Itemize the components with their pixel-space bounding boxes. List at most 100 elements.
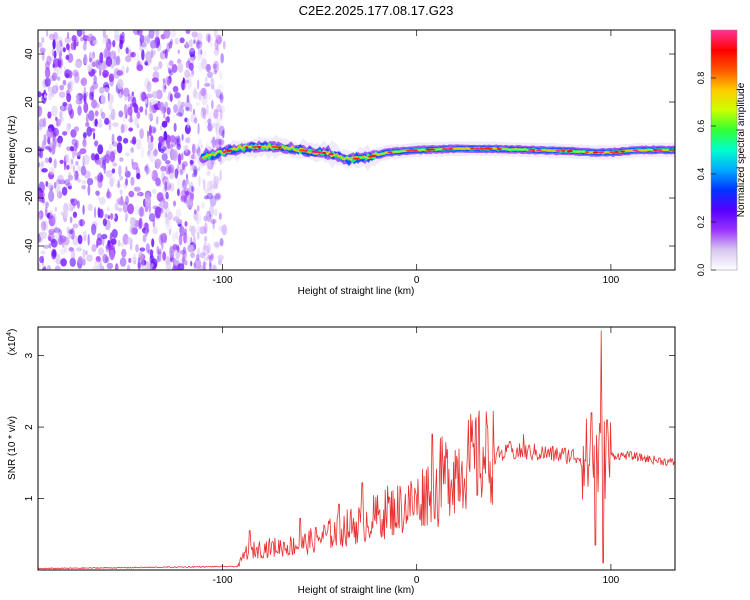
noise-blob bbox=[201, 112, 206, 118]
noise-blob bbox=[155, 116, 159, 125]
noise-blob bbox=[175, 208, 182, 218]
ridge-peak bbox=[483, 147, 489, 150]
noise-blob bbox=[46, 265, 52, 270]
noise-blob bbox=[190, 113, 197, 124]
noise-blob bbox=[191, 69, 195, 76]
noise-blob bbox=[193, 262, 196, 270]
ridge-peak bbox=[584, 151, 590, 154]
noise-blob bbox=[65, 103, 73, 112]
ridge-peak bbox=[245, 146, 249, 149]
noise-blob bbox=[207, 214, 213, 219]
noise-blob bbox=[139, 91, 145, 102]
noise-blob bbox=[152, 71, 160, 80]
noise-blob bbox=[74, 171, 77, 182]
noise-blob bbox=[197, 122, 200, 135]
noise-blob bbox=[215, 136, 220, 145]
noise-blob bbox=[197, 79, 200, 90]
noise-blob bbox=[81, 179, 87, 185]
ridge-peak bbox=[474, 147, 481, 150]
noise-blob bbox=[179, 225, 185, 237]
noise-blob bbox=[125, 166, 128, 175]
noise-blob bbox=[208, 255, 212, 268]
noise-blob bbox=[199, 226, 207, 235]
noise-blob bbox=[216, 104, 222, 113]
noise-blob bbox=[104, 117, 110, 125]
noise-blob bbox=[189, 47, 196, 58]
noise-blob bbox=[203, 235, 208, 242]
noise-blob bbox=[70, 227, 75, 240]
noise-blob bbox=[152, 219, 156, 228]
noise-blob bbox=[205, 76, 208, 83]
noise-blob bbox=[102, 69, 109, 78]
noise-blob bbox=[205, 33, 212, 42]
noise-blob bbox=[70, 249, 76, 261]
noise-blob bbox=[49, 86, 53, 97]
noise-blob bbox=[122, 87, 130, 97]
noise-blob bbox=[117, 86, 124, 99]
noise-blob bbox=[61, 104, 64, 111]
ridge-peak bbox=[527, 148, 534, 151]
ridge-peak bbox=[555, 149, 561, 152]
noise-blob bbox=[214, 123, 221, 136]
colorbar-frame bbox=[710, 29, 738, 271]
noise-blob bbox=[139, 247, 146, 252]
noise-blob bbox=[103, 162, 107, 174]
noise-blob bbox=[72, 165, 76, 173]
noise-blob bbox=[159, 210, 167, 219]
noise-blob bbox=[204, 188, 210, 195]
y-tick-label: 1 bbox=[24, 495, 35, 501]
noise-blob bbox=[114, 202, 119, 211]
noise-blob bbox=[90, 153, 96, 161]
noise-blob bbox=[83, 92, 87, 104]
noise-blob bbox=[177, 99, 181, 108]
noise-blob bbox=[145, 228, 148, 237]
noise-blob bbox=[127, 237, 133, 245]
noise-blob bbox=[82, 204, 85, 215]
ridge-peak bbox=[632, 149, 639, 152]
noise-blob bbox=[69, 80, 75, 86]
noise-blob bbox=[44, 77, 51, 88]
noise-blob bbox=[97, 178, 103, 189]
noise-blob bbox=[140, 146, 145, 159]
noise-blob bbox=[173, 122, 177, 133]
noise-blob bbox=[138, 251, 144, 262]
noise-blob bbox=[140, 206, 143, 217]
x-tick-label: 0 bbox=[414, 575, 420, 586]
noise-blob bbox=[105, 191, 112, 199]
noise-blob bbox=[184, 144, 189, 153]
noise-blob bbox=[220, 52, 224, 64]
noise-blob bbox=[57, 174, 64, 183]
noise-blob bbox=[203, 260, 206, 270]
y-tick-label: 3 bbox=[24, 352, 35, 358]
noise-blob bbox=[185, 41, 189, 49]
noise-blob bbox=[38, 124, 43, 131]
noise-blob bbox=[96, 174, 100, 183]
noise-blob bbox=[92, 265, 100, 270]
noise-blob bbox=[77, 105, 82, 116]
noise-blob bbox=[65, 43, 70, 51]
noise-blob bbox=[82, 43, 87, 51]
noise-blob bbox=[126, 264, 131, 270]
noise-blob bbox=[202, 179, 206, 191]
noise-blob bbox=[83, 86, 86, 93]
noise-blob bbox=[189, 103, 193, 113]
noise-blob bbox=[128, 190, 135, 198]
noise-blob bbox=[143, 35, 147, 43]
noise-blob bbox=[118, 165, 122, 177]
noise-blob bbox=[189, 62, 194, 71]
noise-blob bbox=[160, 124, 163, 131]
noise-blob bbox=[204, 119, 210, 129]
noise-blob bbox=[103, 48, 109, 59]
noise-blob bbox=[143, 211, 146, 218]
noise-blob bbox=[189, 159, 194, 165]
noise-blob bbox=[177, 245, 180, 253]
noise-blob bbox=[49, 167, 55, 175]
noise-blob bbox=[97, 144, 104, 155]
noise-blob bbox=[62, 131, 68, 136]
colorbar-ticks: 0.0 0.2 0.4 0.6 0.8 bbox=[696, 72, 716, 276]
noise-blob bbox=[176, 188, 180, 197]
noise-blob bbox=[213, 241, 220, 248]
noise-blob bbox=[145, 243, 150, 253]
noise-blob bbox=[212, 160, 217, 168]
noise-blob bbox=[102, 155, 106, 166]
